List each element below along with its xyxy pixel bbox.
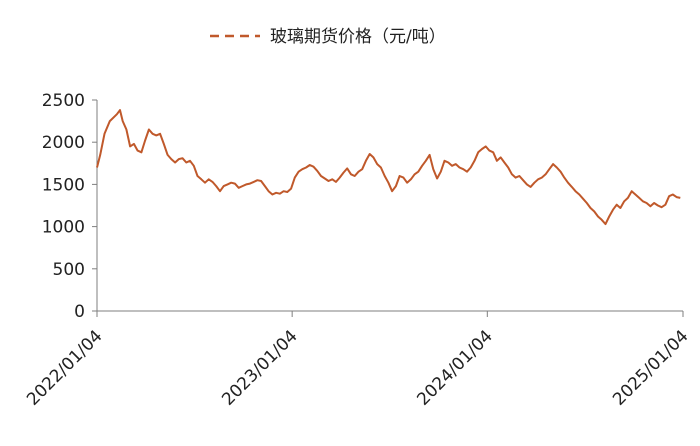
y-tick-label: 2500 — [42, 91, 85, 111]
y-tick-label: 500 — [53, 260, 85, 280]
x-axis: 2022/01/04 2023/01/04 2024/01/04 2025/01/04 — [23, 310, 693, 410]
y-tick-label: 0 — [74, 302, 85, 322]
y-tick-label: 2000 — [42, 133, 85, 153]
x-tick-label: 2023/01/04 — [218, 326, 301, 409]
legend-label: 玻璃期货价格（元/吨） — [270, 27, 446, 47]
x-tick-label: 2022/01/04 — [23, 326, 106, 409]
series-line-glass-futures-price — [96, 109, 681, 226]
chart-legend: 玻璃期货价格（元/吨） — [210, 27, 446, 47]
x-tick-label: 2025/01/04 — [609, 326, 692, 409]
y-tick-label: 1500 — [42, 175, 85, 195]
y-axis: 0 500 1000 1500 2000 2500 — [42, 91, 98, 322]
x-tick-label: 2024/01/04 — [413, 326, 496, 409]
y-tick-label: 1000 — [42, 218, 85, 238]
